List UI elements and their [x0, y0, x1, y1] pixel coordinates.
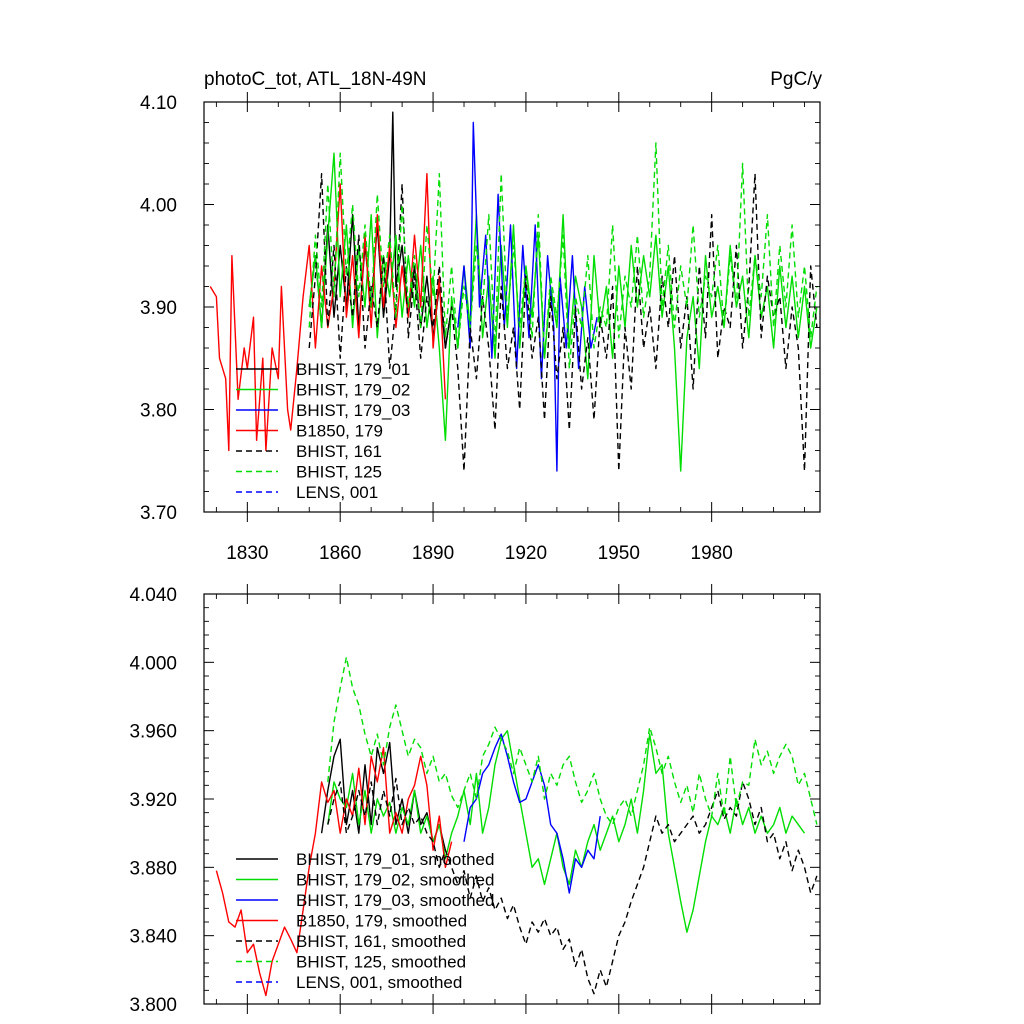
top-legend-label: BHIST, 125 — [296, 463, 382, 482]
chart-units: PgC/y — [770, 69, 822, 90]
top-legend-label: BHIST, 179_02 — [296, 381, 410, 400]
bottom-series-line-2 — [463, 733, 601, 894]
top-panel: 3.70 3.80 3.90 4.00 4.10 1830 1860 1890 1920 1950… — [140, 92, 821, 564]
bottom-series-line-3 — [215, 747, 453, 997]
chart-title: photoC_tot, ATL_18N-49N — [204, 69, 427, 90]
top-series-line-4 — [308, 172, 818, 472]
top-ytick-label: 3.80 — [140, 401, 177, 422]
top-ytick-label: 3.70 — [140, 503, 177, 524]
top-series-line-1 — [308, 152, 818, 472]
top-xtick-label: 1980 — [691, 543, 733, 564]
top-xtick-label: 1890 — [412, 543, 454, 564]
top-xtick-label: 1920 — [505, 543, 547, 564]
bottom-series-line-5 — [327, 656, 818, 826]
bottom-ytick-label: 3.880 — [129, 858, 177, 879]
top-ytick-label: 4.10 — [140, 93, 177, 114]
bottom-legend-label: BHIST, 161, smoothed — [296, 932, 466, 951]
top-legend-label: BHIST, 161 — [296, 442, 382, 461]
bottom-legend-label: BHIST, 125, smoothed — [296, 953, 466, 972]
top-legend-label: BHIST, 179_01 — [296, 360, 410, 379]
bottom-ytick-label: 4.040 — [129, 585, 177, 606]
top-legend-label: B1850, 179 — [296, 422, 383, 441]
top-series-line-2 — [457, 121, 598, 472]
top-xtick-label: 1860 — [319, 543, 361, 564]
bottom-series-line-4 — [327, 777, 818, 995]
top-series-line-5 — [308, 142, 818, 370]
bottom-ytick-label: 4.000 — [129, 653, 177, 674]
top-xtick-label: 1950 — [598, 543, 640, 564]
bottom-ytick-label: 3.960 — [129, 722, 177, 743]
bottom-panel: 3.800 3.840 3.880 3.920 3.960 4.000 4.040 BHIST… — [129, 584, 821, 1016]
bottom-legend-label: BHIST, 179_02, smoothed — [296, 871, 494, 890]
top-series-line-3 — [209, 172, 447, 452]
top-ytick-label: 4.00 — [140, 196, 177, 217]
bottom-legend-label: BHIST, 179_01, smoothed — [296, 850, 494, 869]
bottom-ytick-label: 3.840 — [129, 927, 177, 948]
bottom-ytick-label: 3.920 — [129, 790, 177, 811]
bottom-legend-label: B1850, 179, smoothed — [296, 912, 467, 931]
top-ytick-label: 3.90 — [140, 298, 177, 319]
bottom-legend-label: BHIST, 179_03, smoothed — [296, 891, 494, 910]
top-legend-label: LENS, 001 — [296, 483, 378, 502]
bottom-ytick-label: 3.800 — [129, 995, 177, 1016]
top-legend-label: BHIST, 179_03 — [296, 401, 410, 420]
bottom-series-line-0 — [320, 738, 447, 851]
bottom-legend-label: LENS, 001, smoothed — [296, 973, 462, 992]
top-xtick-label: 1830 — [226, 543, 268, 564]
top-series-line-0 — [308, 111, 453, 349]
